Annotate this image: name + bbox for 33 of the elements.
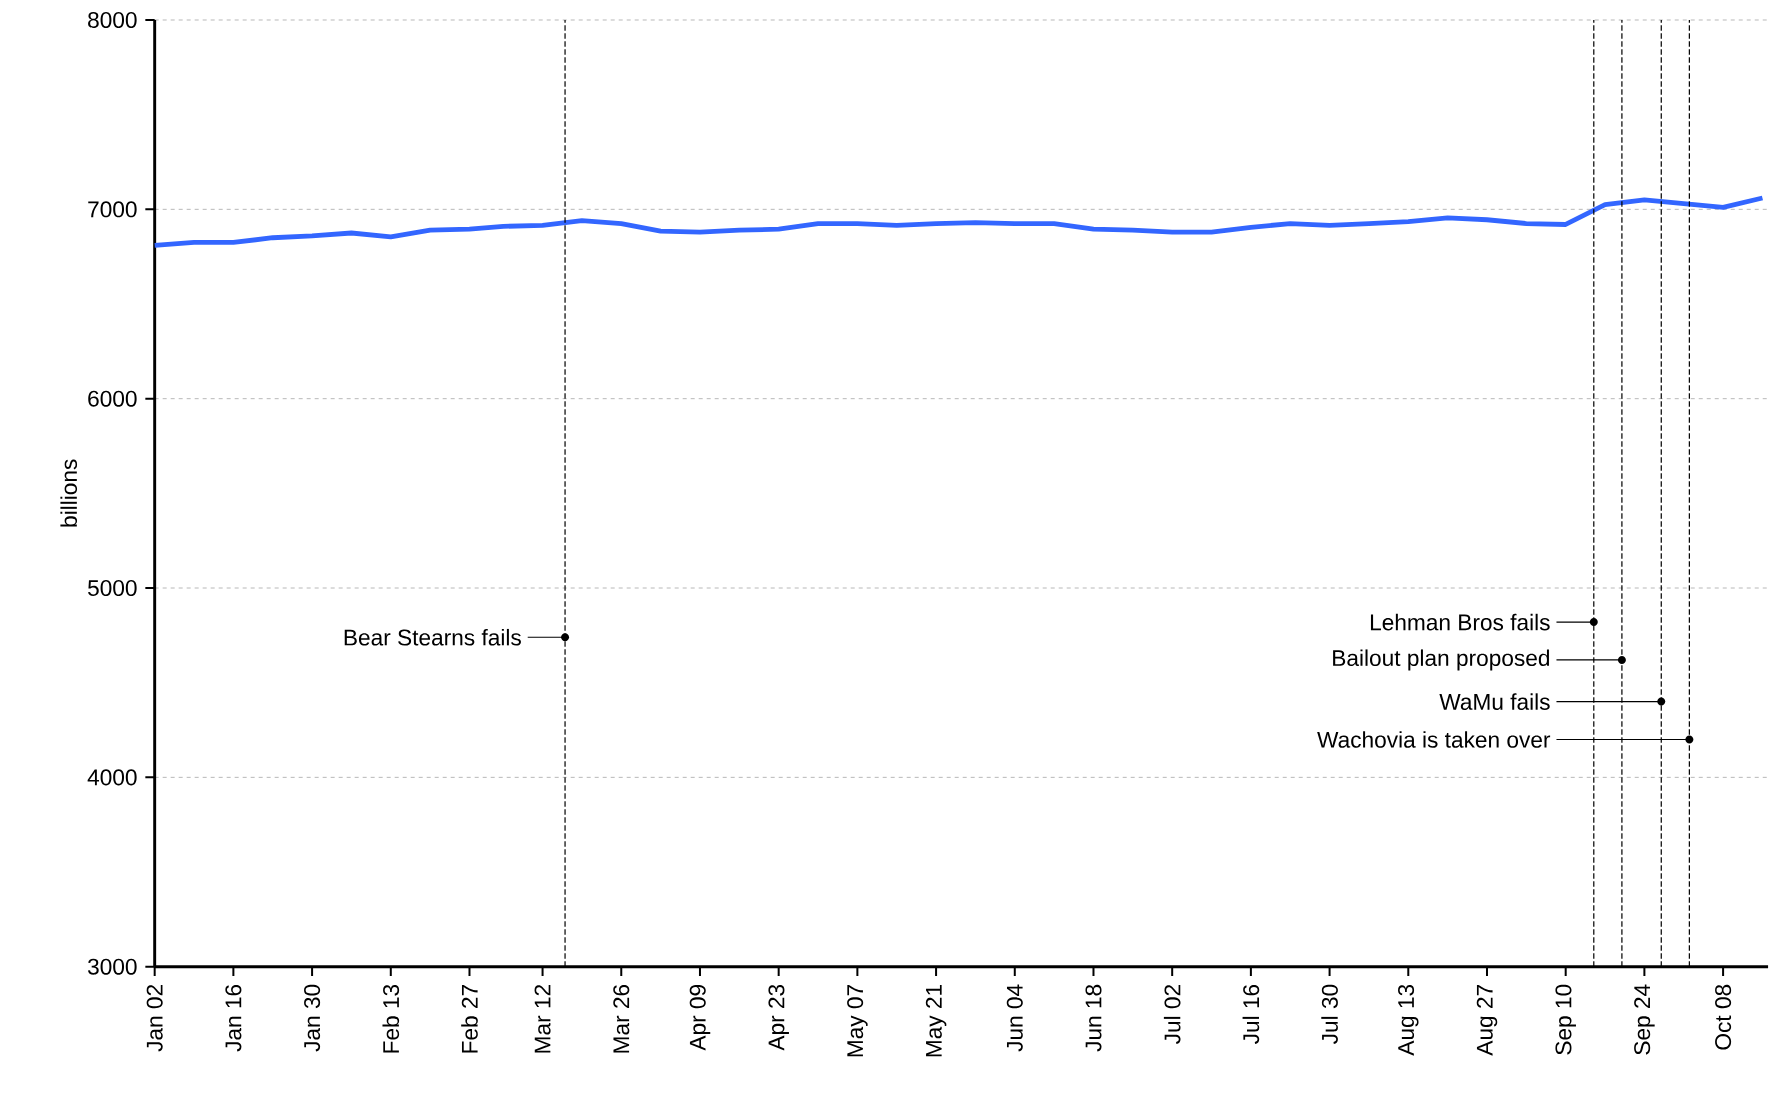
x-tick-label: Feb 13 <box>382 984 400 1053</box>
annotation: Lehman Bros fails <box>1370 613 1550 631</box>
x-tick-label: Apr 09 <box>689 984 711 1051</box>
x-tick-label: Sep 24 <box>1634 984 1655 1055</box>
x-tick-label: Sep 10 <box>1555 984 1576 1055</box>
y-axis-title: billions <box>60 459 78 527</box>
x-tick-label: Jun 04 <box>1006 984 1023 1052</box>
y-tick-label: 6000 <box>88 390 137 407</box>
x-tick-label: Jul 16 <box>1242 984 1260 1044</box>
y-tick-label: 7000 <box>88 201 137 218</box>
x-tick-label: Apr 23 <box>768 984 789 1051</box>
x-tick-label: Mar 12 <box>534 985 551 1053</box>
x-tick-label: Oct 08 <box>1715 984 1732 1050</box>
x-tick-label: Jan 30 <box>304 984 321 1052</box>
x-tick-label: Feb 27 <box>461 985 478 1053</box>
y-tick-label: 3000 <box>87 958 137 975</box>
x-tick-label: Jan 02 <box>146 985 163 1052</box>
x-tick-label: Jul 30 <box>1321 984 1338 1044</box>
y-tick-label: 4000 <box>87 769 137 786</box>
y-tick-label: 8000 <box>88 11 137 29</box>
annotation: Wachovia is taken over <box>1317 731 1551 748</box>
x-tick-label: Jun 18 <box>1085 984 1102 1052</box>
x-tick-label: Jan 16 <box>225 984 242 1052</box>
x-tick-label: Jul 02 <box>1163 985 1181 1044</box>
x-tick-label: May 07 <box>847 985 868 1057</box>
y-tick-label: 5000 <box>88 579 137 597</box>
annotation: Bailout plan proposed <box>1333 649 1550 671</box>
x-tick-label: May 21 <box>925 984 947 1057</box>
x-tick-label: Mar 26 <box>613 984 630 1053</box>
x-tick-label: Aug 27 <box>1476 985 1498 1056</box>
annotation: WaMu fails <box>1439 693 1550 710</box>
annotation: Bear Stearns fails <box>344 628 521 646</box>
x-tick-label: Aug 13 <box>1398 984 1419 1056</box>
